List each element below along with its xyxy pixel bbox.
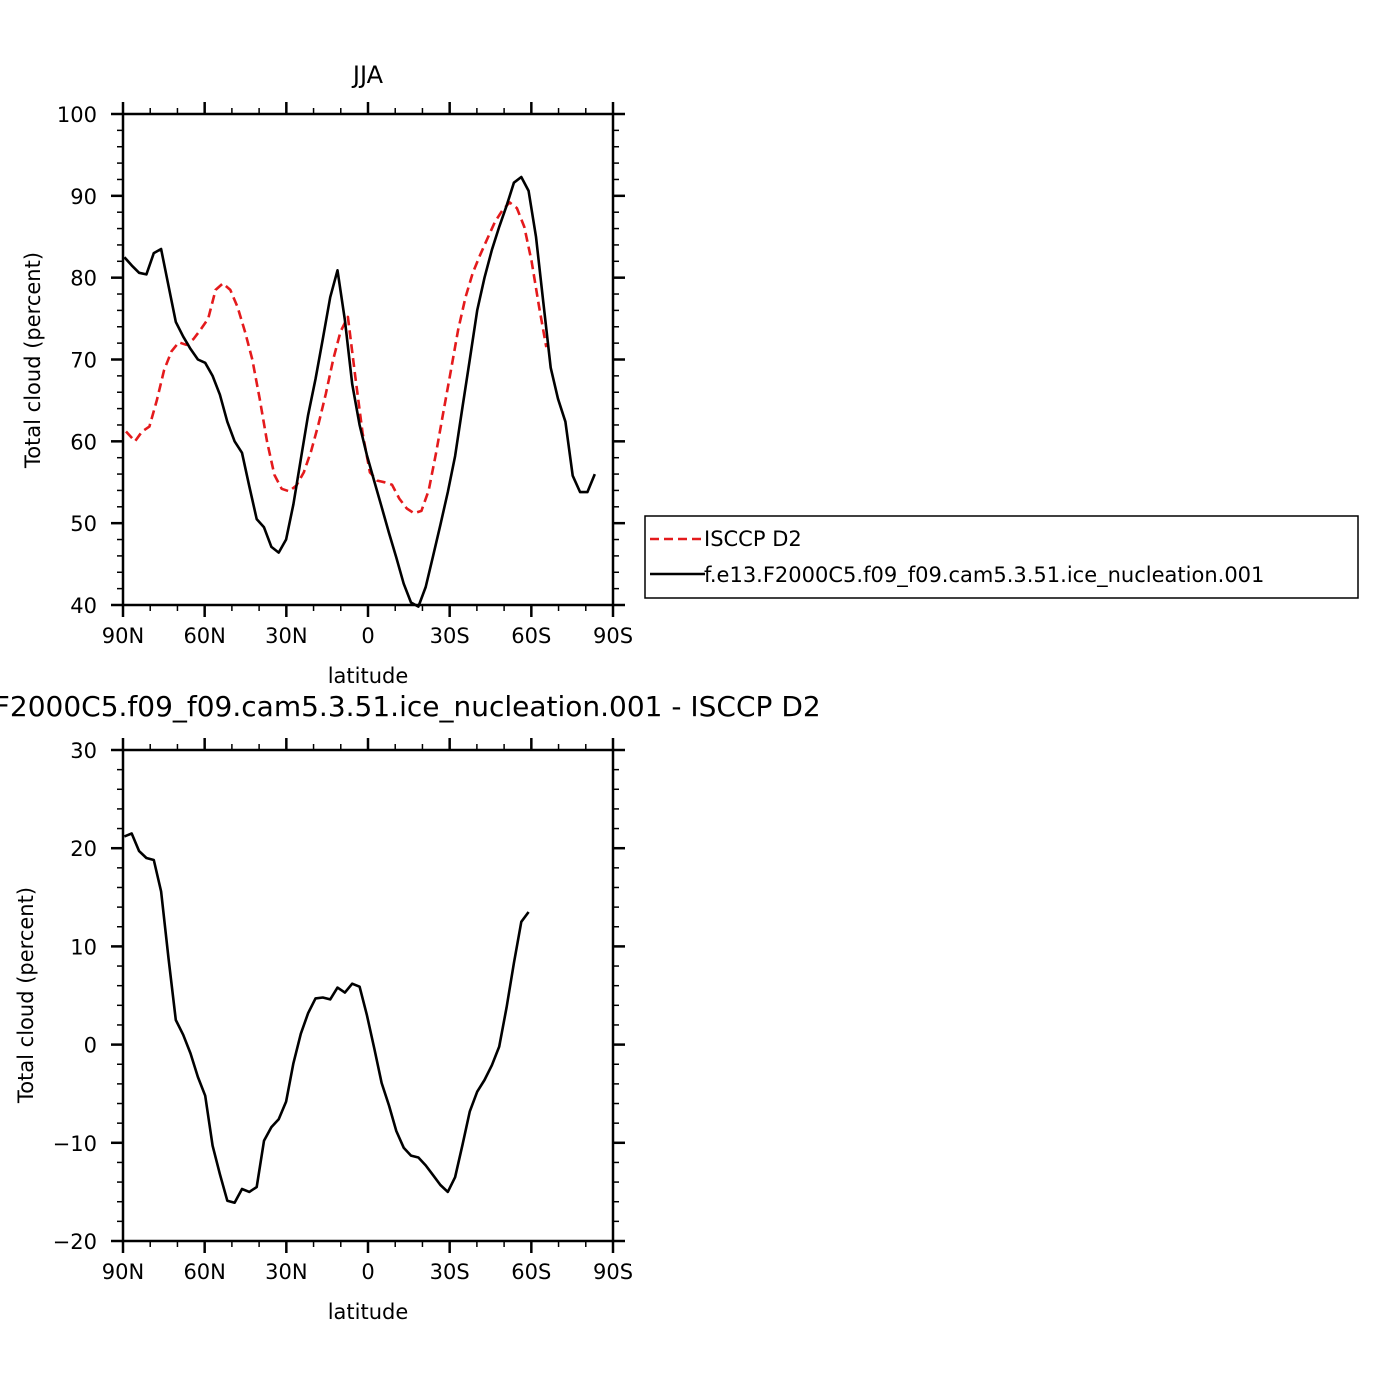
top-y-tick-label: 100 <box>57 103 97 127</box>
top-x-tick-label: 90S <box>593 624 633 648</box>
top-x-tick-label: 30S <box>430 624 470 648</box>
top-x-tick-label: 60S <box>511 624 551 648</box>
top-x-tick-label: 60N <box>183 624 225 648</box>
legend-box <box>644 515 1359 599</box>
bottom-chart-title: f.e13.F2000C5.f09_f09.cam5.3.51.ice_nucl… <box>0 690 821 723</box>
top-plot-frame <box>121 112 615 607</box>
bottom-panel: f.e13.F2000C5.f09_f09.cam5.3.51.ice_nucl… <box>0 690 821 1324</box>
bottom-y-tick-label: 0 <box>84 1034 97 1058</box>
top-y-tick-label: 40 <box>70 594 97 618</box>
bottom-y-tick-label: −10 <box>53 1132 97 1156</box>
bottom-x-axis-label: latitude <box>328 1300 409 1324</box>
bottom-y-tick-label: 30 <box>70 739 97 763</box>
top-x-tick-label: 90N <box>102 624 144 648</box>
top-chart-title: JJA <box>351 61 384 89</box>
bottom-y-tick-label: −20 <box>53 1230 97 1254</box>
bottom-x-tick-label: 60N <box>183 1260 225 1284</box>
top-x-tick-label: 0 <box>361 624 374 648</box>
bottom-x-tick-label: 30N <box>265 1260 307 1284</box>
top-y-tick-label: 90 <box>70 185 97 209</box>
top-series-line-0 <box>125 201 548 515</box>
bottom-plot-frame <box>121 748 615 1243</box>
top-y-axis-label: Total cloud (percent) <box>21 252 45 469</box>
top-panel: JJA 90N 60N 30N 0 30S 60S 90S 40 50 60 70 80 90 100 l… <box>21 61 633 688</box>
bottom-x-tick-label: 90S <box>593 1260 633 1284</box>
top-y-tick-label: 60 <box>70 430 97 454</box>
legend: ISCCP D2 f.e13.F2000C5.f09_f09.cam5.3.51… <box>644 515 1359 599</box>
top-y-tick-label: 50 <box>70 512 97 536</box>
top-y-tick-label: 80 <box>70 267 97 291</box>
top-series-line-1 <box>123 175 597 608</box>
bottom-x-tick-label: 60S <box>511 1260 551 1284</box>
bottom-y-axis-label: Total cloud (percent) <box>14 887 38 1104</box>
legend-label-isccp: ISCCP D2 <box>704 527 802 551</box>
bottom-x-tick-label: 0 <box>361 1260 374 1284</box>
bottom-series-line-0 <box>123 832 530 1204</box>
top-x-tick-label: 30N <box>265 624 307 648</box>
bottom-x-tick-label: 90N <box>102 1260 144 1284</box>
bottom-y-tick-label: 10 <box>70 935 97 959</box>
legend-label-model: f.e13.F2000C5.f09_f09.cam5.3.51.ice_nucl… <box>704 563 1264 588</box>
top-x-axis-label: latitude <box>328 664 409 688</box>
top-y-tick-label: 70 <box>70 349 97 373</box>
bottom-x-tick-label: 30S <box>430 1260 470 1284</box>
bottom-y-tick-label: 20 <box>70 837 97 861</box>
